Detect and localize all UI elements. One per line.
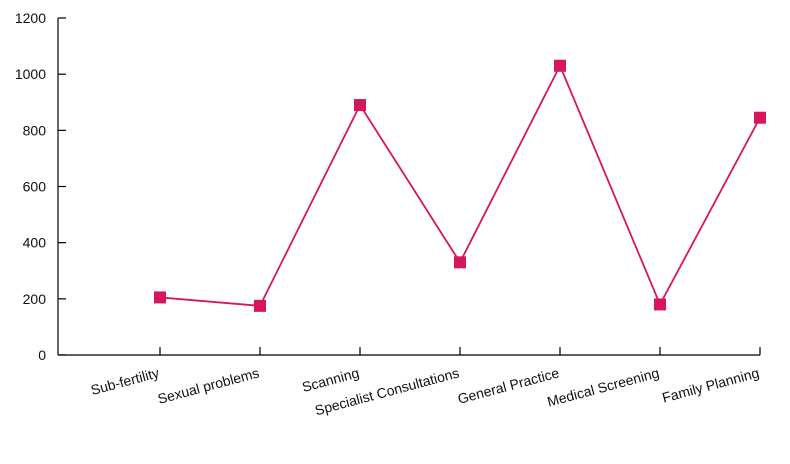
series-group: [154, 59, 766, 312]
x-tick-label: Sub-fertility: [89, 364, 161, 398]
x-tick-label: Family Planning: [660, 364, 760, 405]
data-point-marker: [754, 111, 766, 124]
x-tick-label: General Practice: [456, 364, 561, 406]
x-tick-label: Sexual problems: [156, 364, 261, 406]
y-tick-label: 1000: [15, 66, 46, 82]
series-line: [159, 63, 761, 307]
y-tick-label: 0: [38, 347, 46, 363]
x-tick-label: Scanning: [300, 364, 361, 395]
y-axis-ticks: 0 200 400 600 800 1000 1200: [15, 10, 66, 363]
data-point-marker: [154, 291, 166, 304]
y-tick-label: 600: [23, 179, 47, 195]
y-tick-label: 400: [23, 235, 47, 251]
y-tick-label: 1200: [15, 10, 46, 26]
x-tick-label: Medical Screening: [545, 364, 660, 409]
data-point-marker: [554, 59, 566, 72]
data-point-marker: [254, 299, 266, 312]
data-point-marker: [354, 99, 366, 112]
y-tick-label: 200: [23, 291, 47, 307]
y-tick-label: 800: [23, 122, 47, 138]
data-point-marker: [654, 298, 666, 311]
data-point-marker: [454, 256, 466, 269]
